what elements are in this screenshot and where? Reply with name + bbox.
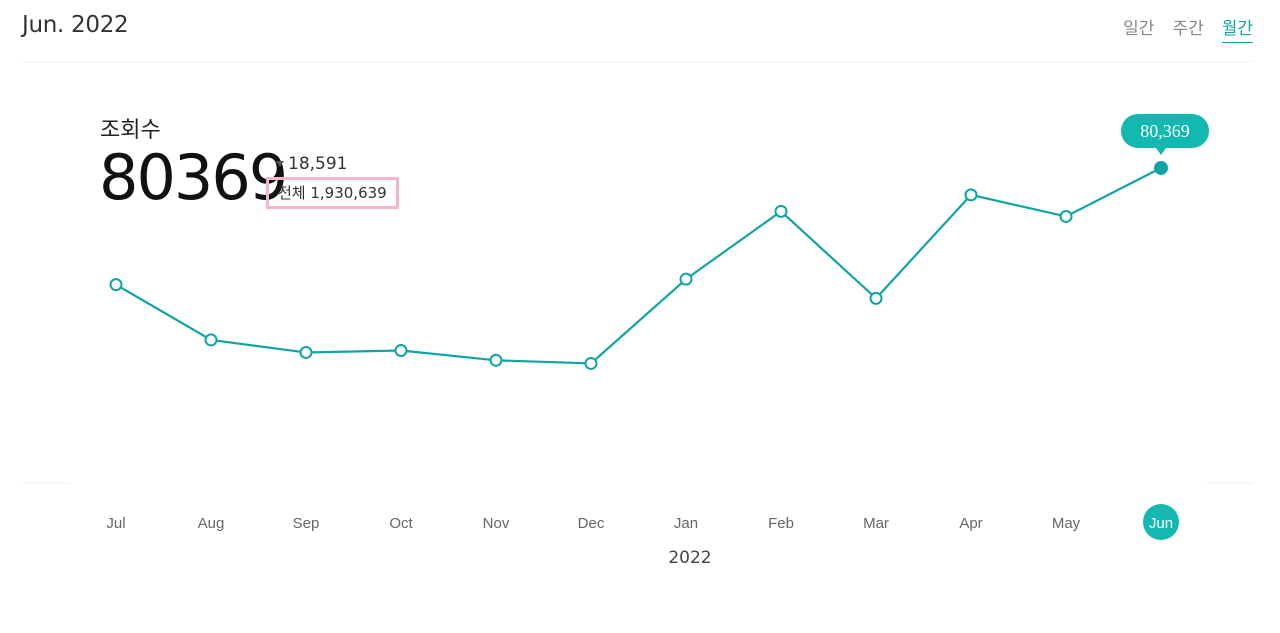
tab-weekly[interactable]: 주간	[1172, 19, 1204, 39]
period-tabs: 일간 주간 월간	[1123, 14, 1253, 43]
tooltip-pointer	[1156, 147, 1166, 155]
x-tick-label-mar[interactable]: Mar	[863, 515, 889, 532]
triangle-down-icon	[276, 161, 284, 167]
data-point-dec[interactable]	[584, 356, 598, 370]
metric-value: 80369	[99, 141, 288, 214]
x-tick-label-sep[interactable]: Sep	[293, 515, 320, 532]
tooltip-value: 80,369	[1140, 121, 1190, 141]
metric-delta: 18,591	[276, 154, 347, 174]
x-tick-label-dec[interactable]: Dec	[578, 515, 605, 532]
tab-daily[interactable]: 일간	[1123, 19, 1155, 39]
period-title: Jun. 2022	[22, 12, 129, 38]
data-point-apr[interactable]	[964, 188, 978, 202]
x-tick-highlight-bg	[1143, 504, 1179, 540]
metric-label: 조회수	[100, 118, 161, 143]
x-tick-label-jul[interactable]: Jul	[106, 515, 125, 532]
data-point-may[interactable]	[1059, 209, 1073, 223]
series-line	[115, 166, 1162, 365]
data-point-mar[interactable]	[869, 291, 883, 305]
header: Jun. 2022 일간 주간 월간	[0, 0, 1280, 62]
metric-total: 전체 1,930,639	[266, 177, 399, 209]
x-tick-label-aug[interactable]: Aug	[198, 515, 225, 532]
data-point-jul[interactable]	[109, 278, 123, 292]
metric-delta-value: 18,591	[288, 154, 348, 174]
x-tick-label-oct[interactable]: Oct	[389, 515, 413, 532]
data-point-feb[interactable]	[774, 204, 788, 218]
data-point-nov[interactable]	[489, 353, 503, 367]
data-point-sep[interactable]	[299, 345, 313, 359]
data-point-jun[interactable]	[1154, 160, 1168, 175]
x-tick-label-apr[interactable]: Apr	[959, 515, 982, 532]
x-tick-label-may[interactable]: May	[1052, 515, 1081, 532]
data-point-oct[interactable]	[394, 344, 408, 358]
tab-monthly[interactable]: 월간	[1221, 14, 1253, 43]
x-tick-label-jun[interactable]: Jun	[1149, 515, 1173, 532]
x-tick-label-nov[interactable]: Nov	[483, 515, 510, 532]
header-divider	[22, 61, 1253, 62]
data-point-jan[interactable]	[679, 272, 693, 286]
x-tick-label-jan[interactable]: Jan	[674, 515, 698, 532]
x-axis-year-label: 2022	[668, 548, 712, 568]
data-point-aug[interactable]	[204, 333, 218, 347]
x-tick-label-feb[interactable]: Feb	[768, 515, 794, 532]
tooltip-bubble	[1121, 113, 1209, 148]
